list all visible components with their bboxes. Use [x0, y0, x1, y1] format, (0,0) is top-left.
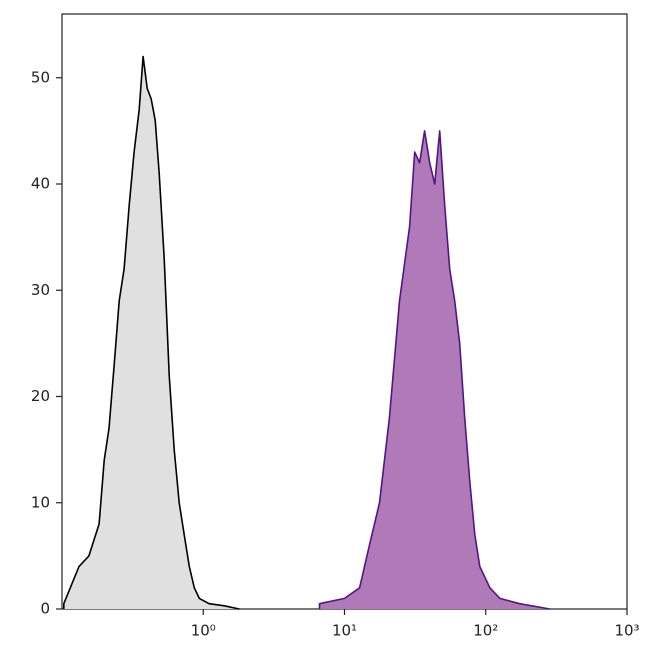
x-tick-label: 10⁰ — [191, 622, 216, 640]
y-tick-label: 50 — [31, 68, 50, 86]
y-tick-label: 10 — [31, 493, 50, 511]
x-tick-label: 10³ — [614, 622, 639, 640]
y-tick-label: 20 — [31, 387, 50, 405]
x-tick-label: 10¹ — [332, 622, 357, 640]
x-tick-label: 10² — [473, 622, 498, 640]
y-tick-label: 0 — [40, 600, 50, 618]
y-tick-label: 40 — [31, 175, 50, 193]
histogram-area — [63, 55, 241, 610]
histogram-area — [318, 130, 551, 610]
y-tick-label: 30 — [31, 281, 50, 299]
